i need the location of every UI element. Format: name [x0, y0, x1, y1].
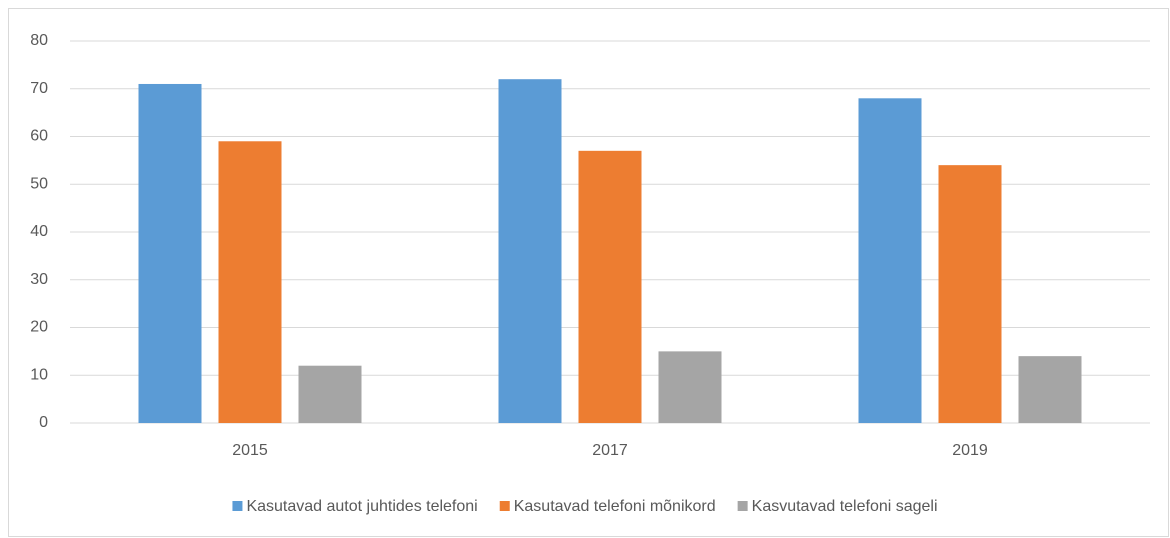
y-tick-label: 10 [30, 366, 48, 383]
x-tick-label: 2017 [592, 442, 628, 459]
y-tick-label: 80 [30, 32, 48, 49]
bar [298, 365, 362, 423]
bar [658, 351, 722, 423]
bar [218, 141, 282, 423]
bar [578, 150, 642, 423]
y-tick-label: 70 [30, 80, 48, 97]
y-tick-label: 40 [30, 223, 48, 240]
x-tick-label: 2015 [232, 442, 268, 459]
legend-swatch [232, 501, 243, 511]
legend-swatch [737, 501, 748, 511]
bar [1018, 356, 1082, 423]
legend-label: Kasvutavad telefoni sageli [752, 498, 938, 515]
y-tick-label: 60 [30, 128, 48, 145]
legend-swatch [499, 501, 510, 511]
y-tick-label: 30 [30, 271, 48, 288]
legend-label: Kasutavad autot juhtides telefoni [246, 498, 477, 515]
y-tick-label: 50 [30, 175, 48, 192]
bar [498, 79, 562, 423]
bar [938, 165, 1002, 423]
bar [138, 83, 202, 423]
y-tick-label: 20 [30, 319, 48, 336]
x-tick-label: 2019 [952, 442, 988, 459]
legend-label: Kasutavad telefoni mõnikord [514, 498, 716, 515]
y-tick-label: 0 [39, 414, 48, 431]
bar [858, 98, 922, 424]
